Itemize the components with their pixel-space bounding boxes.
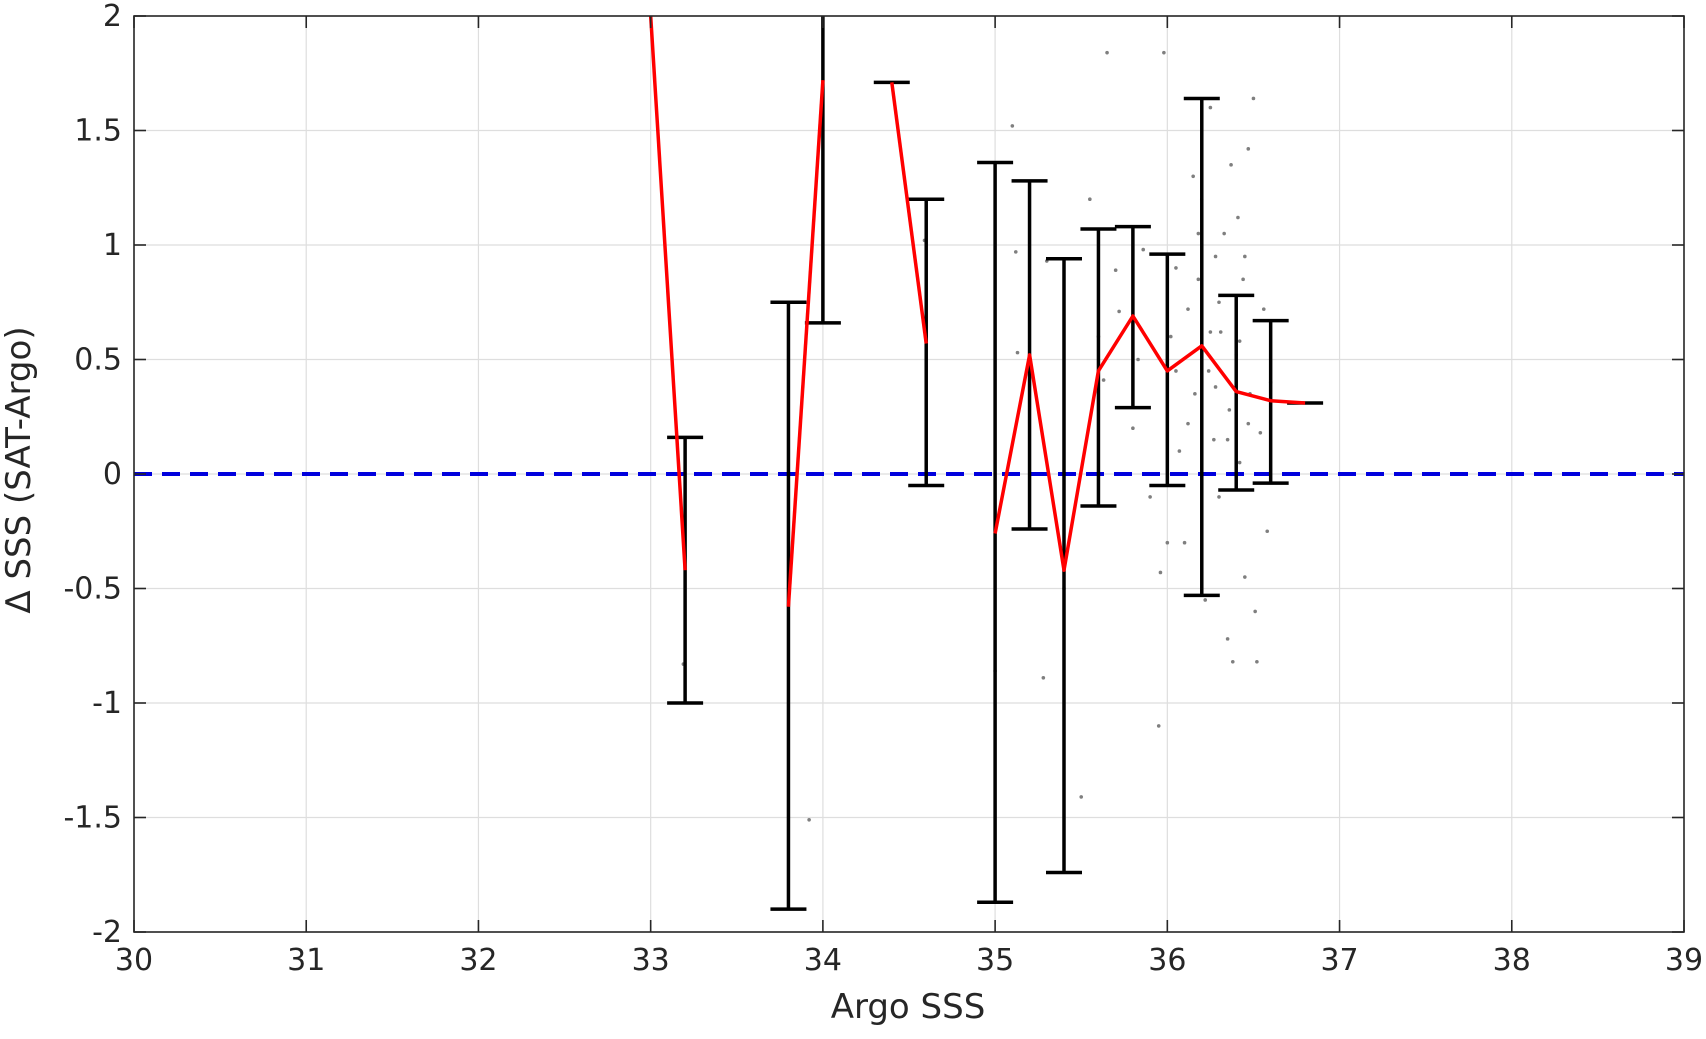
- mean-line-segment: [786, 79, 825, 607]
- scatter-point: [1101, 378, 1106, 382]
- scatter-point: [1182, 540, 1187, 545]
- scatter-point: [1186, 421, 1190, 426]
- scatter-point: [1174, 369, 1178, 373]
- scatter-point: [1015, 350, 1020, 355]
- scatter-point: [1131, 426, 1135, 431]
- scatter-point: [1158, 570, 1163, 575]
- scatter-point: [1013, 250, 1018, 254]
- y-axis-label: Δ SSS (SAT-Argo): [0, 326, 39, 613]
- scatter-point: [1156, 724, 1161, 728]
- scatter-point: [1251, 96, 1256, 101]
- y-tick-label: -1.5: [63, 801, 122, 836]
- scatter-point: [1253, 609, 1257, 614]
- scatter-point: [1165, 540, 1170, 545]
- x-tick-label: 32: [459, 943, 497, 978]
- x-tick-label: 37: [1320, 943, 1358, 978]
- scatter-point: [1186, 307, 1190, 311]
- scatter-point: [1265, 529, 1270, 534]
- scatter-point: [1088, 197, 1092, 201]
- y-tick-label: -2: [92, 915, 122, 950]
- x-tick-label: 36: [1148, 943, 1186, 978]
- scatter-point: [1174, 266, 1178, 270]
- x-axis-ticks: 30 31 32 33 34 35 36 37 38 39: [115, 16, 1703, 978]
- scatter-point: [1141, 247, 1146, 252]
- scatter-point: [1225, 637, 1230, 641]
- scatter-points: [681, 50, 1273, 822]
- x-tick-label: 39: [1665, 943, 1703, 978]
- scatter-point: [807, 817, 811, 822]
- scatter-point: [1196, 231, 1201, 236]
- scatter-point: [1148, 495, 1152, 499]
- scatter-point: [1243, 575, 1247, 579]
- scatter-point: [1255, 659, 1259, 664]
- scatter-point: [1105, 50, 1109, 55]
- error-bar: [804, 16, 841, 325]
- x-tick-label: 35: [976, 943, 1014, 978]
- x-axis-label: Argo SSS: [831, 987, 986, 1027]
- x-tick-label: 30: [115, 943, 153, 978]
- scatter-point: [1229, 163, 1233, 167]
- scatter-point: [1208, 330, 1213, 334]
- y-tick-label: 2: [103, 0, 122, 34]
- scatter-point: [1218, 330, 1223, 334]
- scatter-point: [1117, 309, 1121, 314]
- scatter-point: [1213, 385, 1218, 389]
- scatter-point: [1246, 147, 1251, 151]
- scatter-point: [1217, 300, 1221, 305]
- scatter-point: [1217, 495, 1221, 499]
- scatter-point: [1222, 231, 1226, 236]
- scatter-point: [1213, 254, 1218, 259]
- scatter-point: [1162, 50, 1166, 55]
- scatter-point: [1041, 676, 1046, 680]
- scatter-point: [1241, 277, 1245, 282]
- y-tick-label: -0.5: [63, 572, 122, 607]
- y-tick-label: 1.5: [74, 114, 122, 149]
- scatter-point: [1010, 124, 1015, 128]
- x-tick-label: 38: [1493, 943, 1531, 978]
- mean-line-segment: [993, 314, 1306, 572]
- x-tick-label: 34: [804, 943, 842, 978]
- scatter-point: [1227, 408, 1232, 412]
- x-tick-label: 33: [632, 943, 670, 978]
- mean-line-segment: [890, 82, 928, 344]
- scatter-point: [1261, 307, 1266, 311]
- scatter-point: [1136, 357, 1140, 362]
- y-tick-label: 0: [103, 457, 122, 492]
- scatter-point: [1237, 339, 1242, 343]
- scatter-point: [1206, 369, 1211, 373]
- scatter-point: [1208, 105, 1213, 110]
- scatter-point: [1225, 437, 1230, 442]
- scatter-point: [1079, 795, 1084, 799]
- scatter-point: [1113, 268, 1118, 272]
- scatter-point: [1237, 460, 1242, 465]
- y-tick-label: 1: [103, 228, 122, 263]
- scatter-point: [1236, 215, 1240, 220]
- scatter-point: [1193, 392, 1197, 396]
- y-tick-label: 0.5: [74, 343, 122, 378]
- scatter-point: [1196, 277, 1201, 282]
- scatter-point: [1191, 174, 1195, 179]
- y-tick-label: -1: [92, 686, 122, 721]
- scatter-point: [1230, 659, 1235, 664]
- mean-line-segment: [648, 15, 687, 571]
- scatter-point: [1212, 437, 1216, 442]
- scatter-point: [1246, 421, 1251, 426]
- scatter-point: [1203, 598, 1208, 602]
- mean-lines: [648, 15, 1306, 607]
- x-tick-label: 31: [287, 943, 325, 978]
- scatter-point: [1258, 430, 1263, 435]
- scatter-point: [1243, 254, 1247, 259]
- error-bar: [1080, 227, 1117, 508]
- scatter-point: [1177, 449, 1182, 453]
- scatter-point: [1168, 334, 1173, 339]
- y-axis-ticks: -2 -1.5 -1 -0.5 0 0.5 1 1.5 2: [63, 0, 1684, 950]
